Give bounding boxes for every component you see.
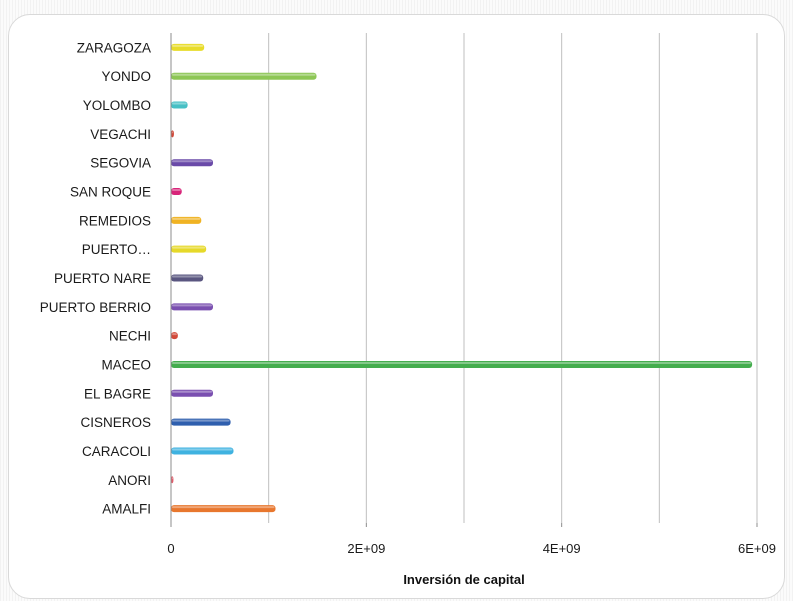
bar-caracoli xyxy=(171,447,234,455)
category-label: PUERTO NARE xyxy=(54,271,151,286)
category-label: ANORI xyxy=(108,473,151,488)
bar-highlight xyxy=(172,419,230,422)
x-axis-title: Inversión de capital xyxy=(403,572,524,587)
bar-highlight xyxy=(172,448,233,451)
bar-anori xyxy=(171,476,174,484)
bar-amalfi xyxy=(171,505,276,513)
bar-highlight xyxy=(172,102,187,105)
bar-puerto-berrio xyxy=(171,303,213,311)
bar-highlight xyxy=(172,361,752,364)
bar-highlight xyxy=(172,44,204,47)
bar-cisneros xyxy=(171,418,231,426)
category-labels: AMALFI ANORI CARACOLI CISNEROS EL BAGRE MACEO… xyxy=(40,40,151,516)
bar-highlight xyxy=(172,390,212,393)
x-tick-label: 0 xyxy=(167,541,174,556)
category-label: REMEDIOS xyxy=(79,213,151,228)
gridlines xyxy=(268,33,758,523)
category-label: YOLOMBO xyxy=(83,98,151,113)
category-label: PUERTO… xyxy=(82,242,151,257)
bars xyxy=(171,43,753,513)
bar-highlight xyxy=(172,477,173,480)
bar-highlight xyxy=(172,506,275,509)
bar-remedios xyxy=(171,216,202,224)
category-label: EL BAGRE xyxy=(84,386,151,401)
category-label: PUERTO BERRIO xyxy=(40,300,151,315)
category-label: SEGOVIA xyxy=(90,156,151,171)
bar-highlight xyxy=(172,160,212,163)
category-label: NECHI xyxy=(109,329,151,344)
bar-el-bagre xyxy=(171,389,213,397)
bar-highlight xyxy=(172,275,203,278)
x-tick-labels: 0 2E+09 4E+09 6E+09 xyxy=(167,523,776,556)
bar-maceo xyxy=(171,360,753,368)
x-tick-label: 2E+09 xyxy=(347,541,385,556)
x-tick-label: 4E+09 xyxy=(543,541,581,556)
bar-puerto-nare xyxy=(171,274,204,282)
x-tick-label: 6E+09 xyxy=(738,541,776,556)
bar-highlight xyxy=(172,131,173,134)
bar-segovia xyxy=(171,159,213,167)
category-label: CARACOLI xyxy=(82,444,151,459)
bar-san-roque xyxy=(171,188,182,196)
bar-highlight xyxy=(172,304,212,307)
bar-highlight xyxy=(172,73,316,76)
category-label: SAN ROQUE xyxy=(70,185,151,200)
chart-panel xyxy=(8,14,785,599)
bar-yondo xyxy=(171,72,317,80)
category-label: VEGACHI xyxy=(90,127,151,142)
bar-highlight xyxy=(172,189,181,192)
bar-puerto xyxy=(171,245,207,253)
bar-nechi xyxy=(171,332,178,340)
category-label: ZARAGOZA xyxy=(77,40,151,55)
category-label: MACEO xyxy=(101,357,151,372)
bar-vegachi xyxy=(171,130,174,138)
category-label: YONDO xyxy=(101,69,151,84)
bar-highlight xyxy=(172,217,201,220)
category-label: AMALFI xyxy=(102,502,151,517)
bar-yolombo xyxy=(171,101,188,109)
category-label: CISNEROS xyxy=(80,415,151,430)
bar-highlight xyxy=(172,246,206,249)
bar-zaragoza xyxy=(171,43,205,51)
bar-highlight xyxy=(172,333,177,336)
